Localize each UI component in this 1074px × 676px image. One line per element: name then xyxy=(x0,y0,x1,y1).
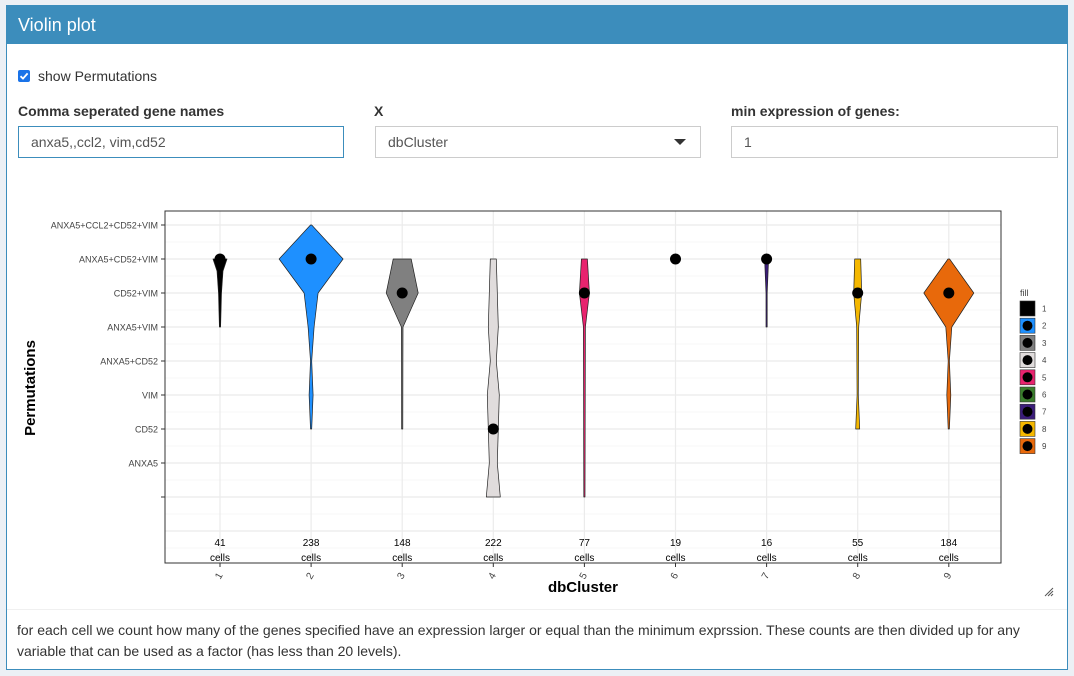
x-tick-label: 4 xyxy=(487,571,500,582)
legend-key-point xyxy=(1022,406,1033,417)
x-label: X xyxy=(374,103,384,119)
legend-entry-label: 9 xyxy=(1042,442,1047,451)
cell-count-label: 222 xyxy=(485,538,502,549)
violin-shape xyxy=(485,258,501,498)
median-point xyxy=(214,253,226,265)
legend-key-point xyxy=(1022,389,1033,400)
cells-label: cells xyxy=(392,553,412,564)
plot-panel-border xyxy=(164,210,1002,564)
violin-shape xyxy=(853,258,863,430)
chevron-down-icon xyxy=(674,139,686,145)
x-tick-label: 9 xyxy=(942,571,955,582)
cell-count-label: 148 xyxy=(394,538,411,549)
y-tick-label: VIM xyxy=(142,391,158,401)
cell-count-label: 19 xyxy=(670,538,682,549)
violin-chart: ANXA5+CCL2+CD52+VIM ANXA5+CD52+VIM CD52+VI… xyxy=(22,210,1047,596)
y-tick-label: CD52 xyxy=(135,425,158,435)
y-tick-label: ANXA5+CD52+VIM xyxy=(79,255,158,265)
resize-handle-icon[interactable] xyxy=(1044,587,1054,597)
legend-entry-label: 4 xyxy=(1042,356,1047,365)
panel-title: Violin plot xyxy=(7,6,1067,44)
cells-label: cells xyxy=(210,553,230,564)
median-point xyxy=(396,287,408,299)
x-tick-label: 8 xyxy=(851,571,864,582)
legend-entry-label: 3 xyxy=(1042,339,1047,348)
x-tick-label: 3 xyxy=(395,571,408,582)
median-point xyxy=(305,253,317,265)
median-point xyxy=(761,253,773,265)
legend-entry-label: 5 xyxy=(1042,373,1047,382)
cells-label: cells xyxy=(665,553,685,564)
y-tick-label: ANXA5 xyxy=(128,459,158,469)
legend-entry-label: 6 xyxy=(1042,391,1047,400)
x-tick-label: 7 xyxy=(760,571,773,582)
legend-key-point xyxy=(1022,320,1033,331)
cells-label: cells xyxy=(483,553,503,564)
show-permutations-label: show Permutations xyxy=(38,68,158,84)
cell-count-label: 55 xyxy=(852,538,864,549)
min-expr-label: min expression of genes: xyxy=(731,103,900,119)
cell-count-label: 41 xyxy=(214,538,226,549)
cells-label: cells xyxy=(301,553,321,564)
cell-count-label: 16 xyxy=(761,538,773,549)
x-axis-title: dbCluster xyxy=(548,579,618,596)
description-text: for each cell we count how many of the g… xyxy=(7,609,1067,662)
genes-input[interactable]: anxa5,,ccl2, vim,cd52 xyxy=(18,126,344,158)
x-tick-label: 6 xyxy=(669,571,682,582)
legend-entry-label: 1 xyxy=(1042,305,1047,314)
cells-label: cells xyxy=(848,553,868,564)
legend-key-point xyxy=(1022,337,1033,348)
cells-label: cells xyxy=(574,553,594,564)
median-point xyxy=(943,287,955,299)
cells-label: cells xyxy=(757,553,777,564)
cell-count-label: 238 xyxy=(303,538,320,549)
x-tick-label: 5 xyxy=(578,571,591,582)
legend-swatch xyxy=(1019,300,1036,317)
legend-entry-label: 7 xyxy=(1042,408,1047,417)
violin-shape xyxy=(278,224,344,430)
y-tick-label: ANXA5+VIM xyxy=(107,323,158,333)
x-select-value: dbCluster xyxy=(388,134,448,150)
y-tick-label: ANXA5+CD52 xyxy=(100,357,158,367)
legend-title: fill xyxy=(1020,288,1029,298)
checkbox-checked-icon[interactable] xyxy=(18,70,30,82)
median-point xyxy=(578,287,590,299)
cell-count-label: 184 xyxy=(940,538,957,549)
violin-plot-panel: Violin plot show Permutations Comma sepe… xyxy=(6,5,1068,670)
cells-label: cells xyxy=(939,553,959,564)
legend-key-point xyxy=(1022,372,1033,383)
x-tick-label: 2 xyxy=(304,571,317,582)
violin-shape xyxy=(385,258,419,430)
median-point xyxy=(487,423,499,435)
median-point xyxy=(852,287,864,299)
legend-key-point xyxy=(1022,441,1033,452)
violin-shape xyxy=(923,258,975,430)
legend-entry-label: 2 xyxy=(1042,322,1047,331)
show-permutations-checkbox[interactable]: show Permutations xyxy=(18,68,157,84)
y-tick-label: CD52+VIM xyxy=(114,289,158,299)
legend-entry-label: 8 xyxy=(1042,425,1047,434)
median-point xyxy=(670,253,681,265)
min-expr-input[interactable]: 1 xyxy=(731,126,1058,158)
violin-shape xyxy=(212,258,228,328)
legend-key-point xyxy=(1022,355,1033,366)
y-axis-title: Permutations xyxy=(22,340,39,436)
y-tick-label: ANXA5+CCL2+CD52+VIM xyxy=(51,221,158,231)
x-tick-label: 1 xyxy=(213,571,226,582)
genes-label: Comma seperated gene names xyxy=(18,103,225,119)
cell-count-label: 77 xyxy=(579,538,591,549)
x-select[interactable]: dbCluster xyxy=(375,126,701,158)
legend-key-point xyxy=(1022,423,1033,434)
